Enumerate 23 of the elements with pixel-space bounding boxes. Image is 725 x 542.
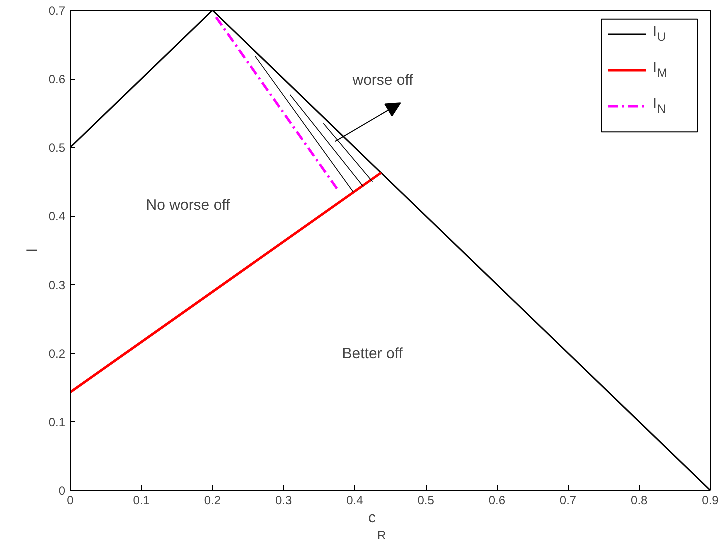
- y-tick-label: 0.2: [48, 346, 66, 361]
- x-tick-label: 0.6: [488, 494, 506, 508]
- annotation: Better off: [342, 346, 404, 363]
- x-tick-label: 0.8: [631, 494, 648, 508]
- y-tick-label: 0.4: [48, 210, 66, 224]
- x-tick-label: 0.5: [418, 494, 435, 508]
- x-axis-title: cR: [368, 510, 386, 542]
- y-tick-label: 0.5: [48, 141, 66, 156]
- x-tick-label: 0: [67, 494, 74, 508]
- x-tick-label: 0.7: [560, 494, 577, 508]
- x-tick-label: 0.4: [346, 494, 364, 508]
- y-tick-label: 0.7: [48, 4, 66, 18]
- x-tick-label: 0.1: [133, 494, 150, 508]
- x-tick-label: 0.2: [204, 494, 222, 508]
- x-tick-label: 0.3: [275, 494, 292, 508]
- annotation: worse off: [352, 72, 414, 90]
- y-tick-label: 0.1: [48, 415, 66, 430]
- x-tick-label: 0.9: [702, 494, 720, 508]
- y-tick-label: 0: [58, 484, 66, 498]
- y-tick-label: 0.3: [48, 278, 66, 292]
- y-axis-title: I: [24, 248, 41, 253]
- y-tick-label: 0.6: [48, 72, 66, 87]
- annotation: No worse off: [146, 196, 232, 214]
